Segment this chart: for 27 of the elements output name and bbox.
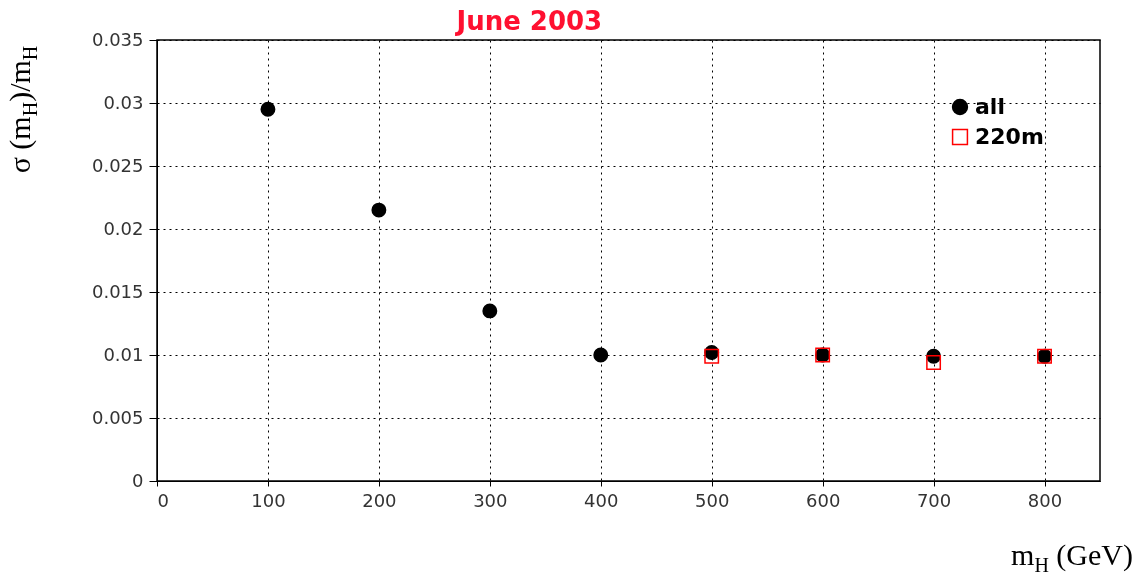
x-tick-label: 800 [1027,489,1063,511]
x-tick-label: 100 [251,489,286,511]
y-tick-label: 0.03 [103,91,144,113]
legend-label: 220m [975,124,1044,149]
x-tick-label: 500 [695,489,730,511]
x-tick-label: 600 [805,489,841,511]
point [704,348,720,364]
x-tick-label: 0 [157,489,169,511]
y-tick-label: 0.035 [91,28,144,50]
point [260,101,276,117]
chart-title: June 2003 [454,6,603,36]
x-tick-label: 400 [584,489,619,511]
x-axis-title: m$_{H}$ (GeV) [1011,538,1133,577]
point [926,355,942,371]
y-tick-label: 0 [132,469,144,491]
y-tick-label: 0.005 [91,406,144,428]
y-tick-label: 0.02 [103,217,144,239]
y-tick-label: 0.01 [103,343,144,365]
x-tick-label: 700 [916,489,952,511]
point [593,347,609,363]
point [371,202,387,218]
x-tick-label: 300 [473,489,508,511]
point [482,303,498,319]
y-tick-label: 0.025 [91,154,144,176]
x-tick-label: 200 [362,489,397,511]
legend-label: all [975,94,1005,119]
y-tick-label: 0.015 [91,280,144,302]
